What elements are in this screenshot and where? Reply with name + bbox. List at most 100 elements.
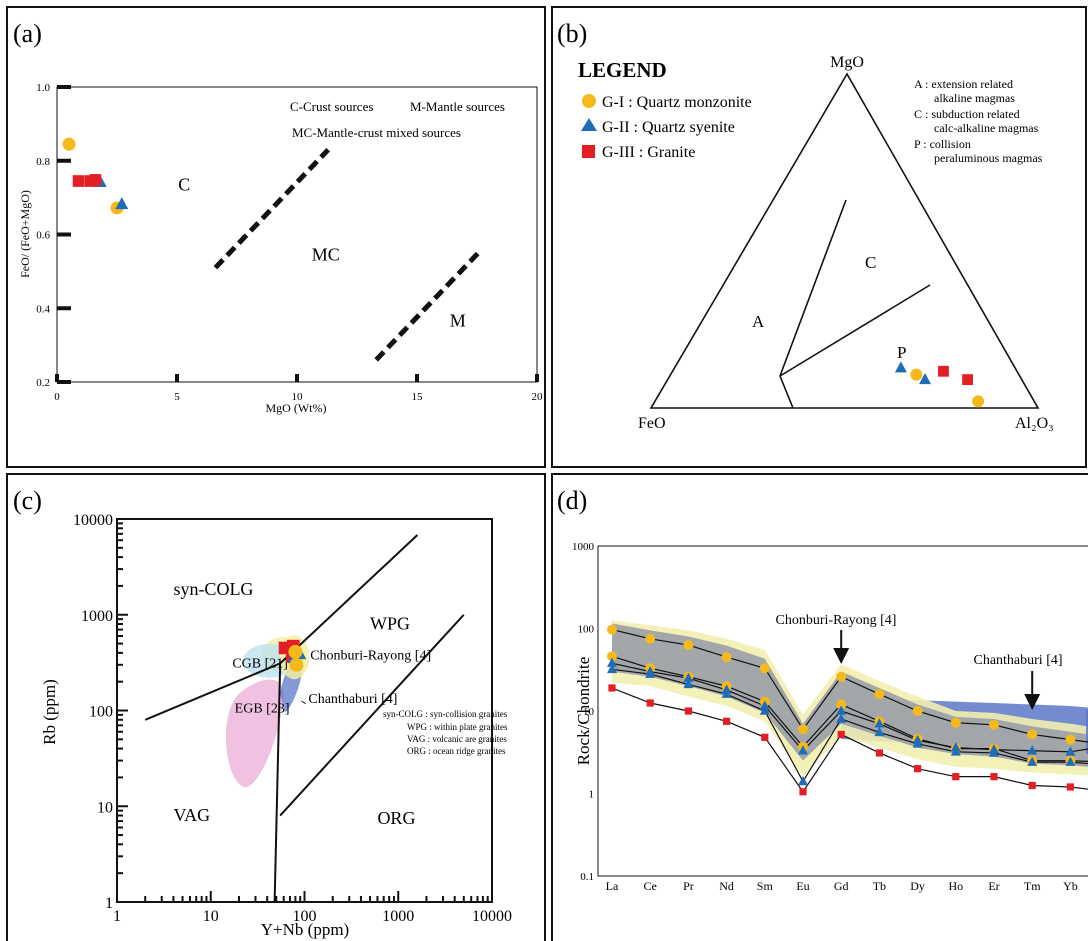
panel-b-legend-title: LEGEND bbox=[578, 58, 667, 82]
panel-d-x-tick-label: Eu bbox=[796, 879, 809, 893]
panel-b: (b) LEGEND G-I : Quartz monzonite G-II :… bbox=[551, 6, 1087, 468]
panel-c-y-tick-label: 100 bbox=[89, 704, 113, 721]
panel-d-point bbox=[950, 746, 961, 756]
panel-c-key-line1: syn-COLG : syn-collision granites bbox=[383, 709, 508, 719]
panel-d-annotation-chonburi-rayong: Chonburi-Rayong [4] bbox=[776, 613, 897, 628]
panel-d-x-tick-label: Er bbox=[988, 879, 999, 893]
panel-d-point bbox=[798, 724, 808, 735]
panel-c-x-tick-label: 1000 bbox=[382, 908, 414, 925]
panel-d-point bbox=[1065, 746, 1076, 756]
panel-d-point bbox=[607, 657, 617, 667]
panel-c-point bbox=[289, 657, 304, 672]
panel-b-marks bbox=[894, 361, 985, 408]
panel-d-point bbox=[874, 726, 885, 737]
panel-b-point bbox=[972, 395, 985, 408]
panel-d-point bbox=[1027, 745, 1038, 755]
chanthaburi-leader-line bbox=[301, 700, 306, 705]
panel-d-series-line bbox=[611, 668, 1088, 783]
panel-a-boundary-line bbox=[374, 247, 484, 362]
panel-d-marks: 0.11101001000LaCePrNdSmEuGdTbDyHoErTmYbL… bbox=[572, 541, 1088, 893]
panel-a-y-tick-label: 0.6 bbox=[36, 230, 50, 242]
panel-d-point bbox=[989, 747, 999, 757]
panel-d-point bbox=[608, 684, 616, 692]
key-c-line1: C : subduction related bbox=[914, 107, 1020, 121]
panel-c-field-label: VAG bbox=[173, 805, 210, 825]
panel-a-x-tick bbox=[295, 374, 299, 382]
field-label-a: A bbox=[752, 312, 765, 331]
panel-a-boundary-line bbox=[213, 147, 331, 270]
panel-d-point bbox=[683, 678, 694, 689]
panel-d-point bbox=[837, 730, 845, 739]
panel-d-point bbox=[759, 663, 770, 674]
panel-c-field-label: syn-COLG bbox=[173, 579, 253, 599]
egb-field bbox=[225, 679, 284, 788]
panel-c-field-label: WPG bbox=[370, 614, 410, 634]
panel-a-x-tick bbox=[535, 374, 539, 382]
panel-d-y-axis-label: Rock/Chondrite bbox=[574, 657, 593, 766]
panel-a-point bbox=[72, 175, 85, 187]
panel-a-field-label: MC bbox=[312, 244, 340, 264]
panel-a-y-axis-label: FeO/ (FeO+MgO) bbox=[18, 190, 32, 278]
panel-d-series-line bbox=[611, 687, 1088, 793]
panel-d-point bbox=[645, 633, 656, 644]
panel-a-y-tick bbox=[57, 380, 71, 384]
legend-marker-g2 bbox=[581, 118, 597, 131]
panel-a-point bbox=[115, 197, 129, 210]
boundary-wpg-org bbox=[279, 614, 465, 817]
panel-d-x-tick-label: Tm bbox=[1024, 879, 1041, 893]
panel-d-x-tick-label: La bbox=[606, 879, 619, 893]
panel-d-point bbox=[607, 624, 617, 635]
panel-a-y-tick bbox=[57, 85, 71, 89]
panel-c-marks: 11 10 10 100 100 1000 1000 10000 10000 syn-COLG WP… bbox=[73, 512, 512, 925]
panel-c-key-line2: WPG : within plate granites bbox=[407, 722, 508, 732]
panel-a-x-tick-label: 20 bbox=[532, 391, 544, 403]
legend-label-g2: G-II : Quartz syenite bbox=[602, 119, 735, 136]
legend-marker-g1 bbox=[582, 94, 596, 108]
panel-a-x-tick bbox=[415, 374, 419, 382]
legend-label-g1: G-I : Quartz monzonite bbox=[602, 94, 752, 111]
panel-c-y-tick-label: 1 bbox=[105, 895, 113, 912]
panel-d-y-tick-label: 1000 bbox=[572, 541, 595, 553]
panel-a-label: (a) bbox=[13, 19, 42, 48]
panel-d-point bbox=[645, 668, 656, 678]
panel-d-point bbox=[683, 672, 694, 682]
key-p-line2: peraluminous magmas bbox=[934, 151, 1043, 165]
panel-d-point bbox=[759, 700, 770, 710]
panel-d-point bbox=[607, 651, 617, 662]
panel-c-x-tick-label: 100 bbox=[293, 908, 317, 925]
key-c-line2: calc-alkaline magmas bbox=[934, 121, 1039, 135]
panel-d-point bbox=[875, 749, 883, 757]
panel-d-series-line bbox=[611, 655, 1088, 762]
panel-d-point bbox=[874, 718, 885, 728]
panel-d-x-tick-label: Ho bbox=[948, 879, 963, 893]
panel-c-x-axis-label: Y+Nb (ppm) bbox=[261, 920, 349, 939]
panel-b-point bbox=[910, 368, 923, 381]
panel-a-field-label: M bbox=[450, 311, 466, 331]
panel-d-point bbox=[646, 699, 654, 707]
key-a-line2: alkaline magmas bbox=[934, 91, 1015, 105]
panel-d-point bbox=[723, 717, 731, 725]
panel-d-point bbox=[914, 765, 922, 773]
panel-c-y-axis-label: Rb (ppm) bbox=[40, 679, 59, 745]
panel-d-point bbox=[761, 733, 769, 741]
panel-d-x-tick-label: Dy bbox=[910, 879, 925, 893]
panel-c-label: (c) bbox=[13, 486, 42, 515]
panel-d-point bbox=[874, 689, 885, 700]
panel-d-plot-area bbox=[597, 545, 1088, 877]
field-label-p: P bbox=[897, 343, 906, 362]
panel-c-x-tick-label: 10 bbox=[203, 908, 219, 925]
panel-a-x-axis-label: MgO (Wt%) bbox=[266, 401, 327, 415]
panel-a-x-tick-label: 10 bbox=[292, 391, 304, 403]
panel-b-point bbox=[962, 374, 973, 386]
panel-d-point bbox=[1027, 756, 1038, 766]
panel-d-point bbox=[836, 705, 847, 715]
panel-a-y-tick-label: 1.0 bbox=[36, 82, 50, 94]
panel-d-point bbox=[684, 707, 692, 715]
panel-a-x-tick bbox=[55, 374, 59, 382]
panel-a-legend-crust: C-Crust sources bbox=[290, 99, 373, 114]
panel-a: (a) 0 5 10 15 20 0.2 0.4 0.6 0.8 1.0 C MC M MgO (Wt%… bbox=[6, 6, 546, 468]
panel-d-series-line bbox=[611, 662, 1088, 753]
panel-d-annotation-chanthaburi: Chanthaburi [4] bbox=[973, 653, 1062, 668]
vertex-mgo: MgO bbox=[830, 54, 864, 71]
